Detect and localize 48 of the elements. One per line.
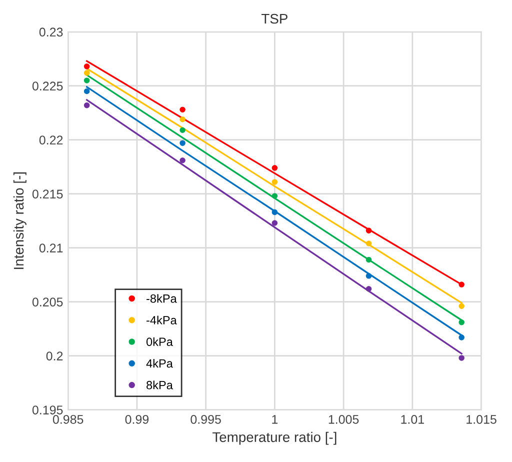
y-tick-label: 0.225 xyxy=(32,82,63,91)
y-tick-label: 0.21 xyxy=(39,244,63,252)
point xyxy=(84,70,90,76)
x-tick-label: 1.01 xyxy=(401,414,424,424)
y-tick-label: 0.23 xyxy=(39,28,63,37)
y-tick-label: 0.2 xyxy=(46,352,63,360)
point xyxy=(366,273,372,279)
x-tick-label: 0.985 xyxy=(52,414,84,424)
point xyxy=(366,240,372,246)
point xyxy=(84,88,90,94)
point xyxy=(180,157,186,164)
point xyxy=(84,64,90,70)
y-tick-label: 0.205 xyxy=(32,298,63,306)
y-tick-label: 0.215 xyxy=(32,190,63,198)
point xyxy=(458,334,464,340)
x-tick-label: 1.005 xyxy=(328,414,359,424)
point xyxy=(180,106,186,113)
point xyxy=(272,179,278,185)
point xyxy=(180,127,186,134)
legend-label: 0kPa xyxy=(146,337,173,346)
point xyxy=(84,78,90,84)
point xyxy=(366,228,372,234)
point xyxy=(84,102,90,108)
y-tick-label: 0.195 xyxy=(32,406,63,414)
legend-label: 8kPa xyxy=(146,380,173,390)
point xyxy=(272,193,278,199)
x-tick-label: 0.995 xyxy=(190,414,221,424)
point xyxy=(272,165,278,171)
x-tick-label: 0.99 xyxy=(125,414,149,424)
y-tick-label: 0.22 xyxy=(39,136,63,145)
point xyxy=(458,355,464,361)
point xyxy=(272,220,278,226)
point xyxy=(366,256,372,263)
x-tick-label: 1 xyxy=(272,415,278,424)
y-axis-title: Intensity ratio [-] xyxy=(13,172,26,269)
x-tick-label: 1.015 xyxy=(466,414,496,424)
legend-label: -4kPa xyxy=(146,316,177,324)
chart-title: TSP xyxy=(261,14,288,24)
point xyxy=(458,319,464,326)
point xyxy=(180,140,186,146)
x-axis-title: Temperature ratio [-] xyxy=(212,432,336,445)
legend-label: 4kPa xyxy=(146,358,173,368)
point xyxy=(272,209,278,216)
legend-label: -8kPa xyxy=(146,294,177,303)
point xyxy=(458,282,464,288)
point xyxy=(366,286,372,292)
point xyxy=(180,116,186,122)
point xyxy=(458,303,464,310)
